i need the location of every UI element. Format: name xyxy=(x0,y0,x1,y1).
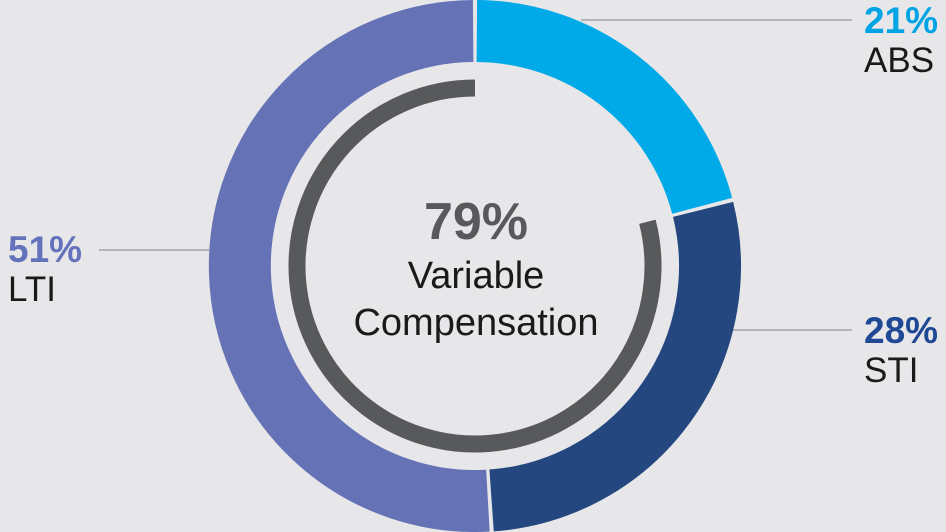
slice-lti xyxy=(208,0,490,532)
callout-lti: 51% LTI xyxy=(8,230,82,310)
variable-compensation-arc xyxy=(288,79,662,453)
slice-abs xyxy=(476,0,733,215)
sti-label: STI xyxy=(864,351,919,390)
lti-label: LTI xyxy=(8,270,56,309)
slice-sti xyxy=(488,201,741,532)
abs-percent: 21% xyxy=(864,0,939,41)
lti-percent: 51% xyxy=(8,229,83,270)
callout-sti: 28% STI xyxy=(864,311,938,391)
leader-line-lti xyxy=(99,249,209,251)
leader-line-sti xyxy=(733,329,852,331)
abs-label: ABS xyxy=(864,41,935,80)
sti-percent: 28% xyxy=(864,310,939,351)
leader-line-abs xyxy=(581,19,852,21)
callout-abs: 21% ABS xyxy=(864,1,938,81)
